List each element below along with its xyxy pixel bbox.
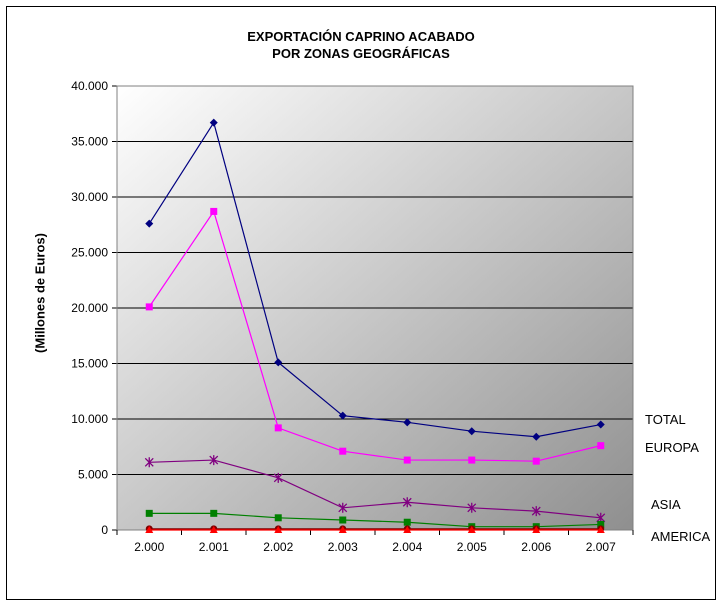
chart-title-line-2: POR ZONAS GEOGRÁFICAS	[272, 46, 450, 61]
data-point	[596, 526, 605, 533]
data-point	[339, 447, 347, 455]
data-point	[403, 418, 412, 427]
legend-label-europa: EUROPA	[645, 440, 699, 455]
series-line	[148, 121, 601, 438]
series-line	[149, 459, 601, 519]
data-point	[145, 526, 154, 533]
legend-label-america: AMERICA	[651, 529, 711, 544]
data-point	[338, 411, 347, 420]
y-tick-label: 20.000	[71, 301, 108, 315]
data-point	[467, 427, 476, 436]
data-point	[532, 526, 541, 533]
data-point	[597, 442, 605, 450]
series-line	[148, 210, 601, 462]
y-tick-label: 10.000	[71, 412, 108, 426]
x-tick-label: 2.001	[199, 540, 229, 554]
legend-label-total: TOTAL	[645, 412, 686, 427]
series-asia	[144, 455, 606, 523]
data-point	[273, 472, 283, 483]
series-line	[149, 512, 601, 528]
data-point	[274, 358, 283, 367]
series-europa	[145, 207, 605, 465]
data-point	[403, 526, 412, 533]
data-point	[402, 497, 412, 508]
data-point	[209, 118, 218, 127]
data-point	[144, 457, 154, 468]
data-point	[145, 303, 153, 311]
y-tick-label: 35.000	[71, 135, 108, 149]
y-tick-label: 0	[101, 523, 108, 537]
series-unnamed-5	[145, 526, 605, 533]
data-point	[274, 526, 283, 533]
data-point	[532, 457, 540, 465]
data-point	[467, 502, 477, 513]
x-tick-label: 2.005	[457, 540, 487, 554]
data-point	[403, 518, 411, 526]
x-tick-label: 2.006	[521, 540, 551, 554]
x-tick-label: 2.007	[586, 540, 616, 554]
x-tick-label: 2.004	[392, 540, 422, 554]
x-tick-label: 2.003	[328, 540, 358, 554]
x-tick-label: 2.000	[134, 540, 164, 554]
data-point	[145, 219, 154, 228]
data-point	[532, 432, 541, 441]
legend-label-asia: ASIA	[651, 497, 681, 512]
y-tick-label: 5.000	[78, 468, 108, 482]
data-point	[210, 509, 218, 517]
data-point	[274, 514, 282, 522]
y-tick-label: 25.000	[71, 246, 108, 260]
data-point	[338, 502, 348, 513]
y-tick-label: 15.000	[71, 357, 108, 371]
data-point	[209, 455, 219, 466]
data-point	[596, 420, 605, 429]
data-point	[210, 207, 218, 215]
chart-title-line-1: EXPORTACIÓN CAPRINO ACABADO	[247, 29, 475, 44]
data-point	[339, 516, 347, 524]
data-point	[403, 456, 411, 464]
data-point	[338, 526, 347, 533]
y-tick-label: 40.000	[71, 79, 108, 93]
data-point	[145, 509, 153, 517]
data-point	[531, 506, 541, 517]
x-tick-label: 2.002	[263, 540, 293, 554]
y-tick-label: 30.000	[71, 190, 108, 204]
data-point	[467, 526, 476, 533]
series-total	[145, 118, 605, 441]
data-point	[209, 526, 218, 533]
data-point	[597, 520, 605, 528]
data-point	[274, 424, 282, 432]
data-point	[468, 456, 476, 464]
